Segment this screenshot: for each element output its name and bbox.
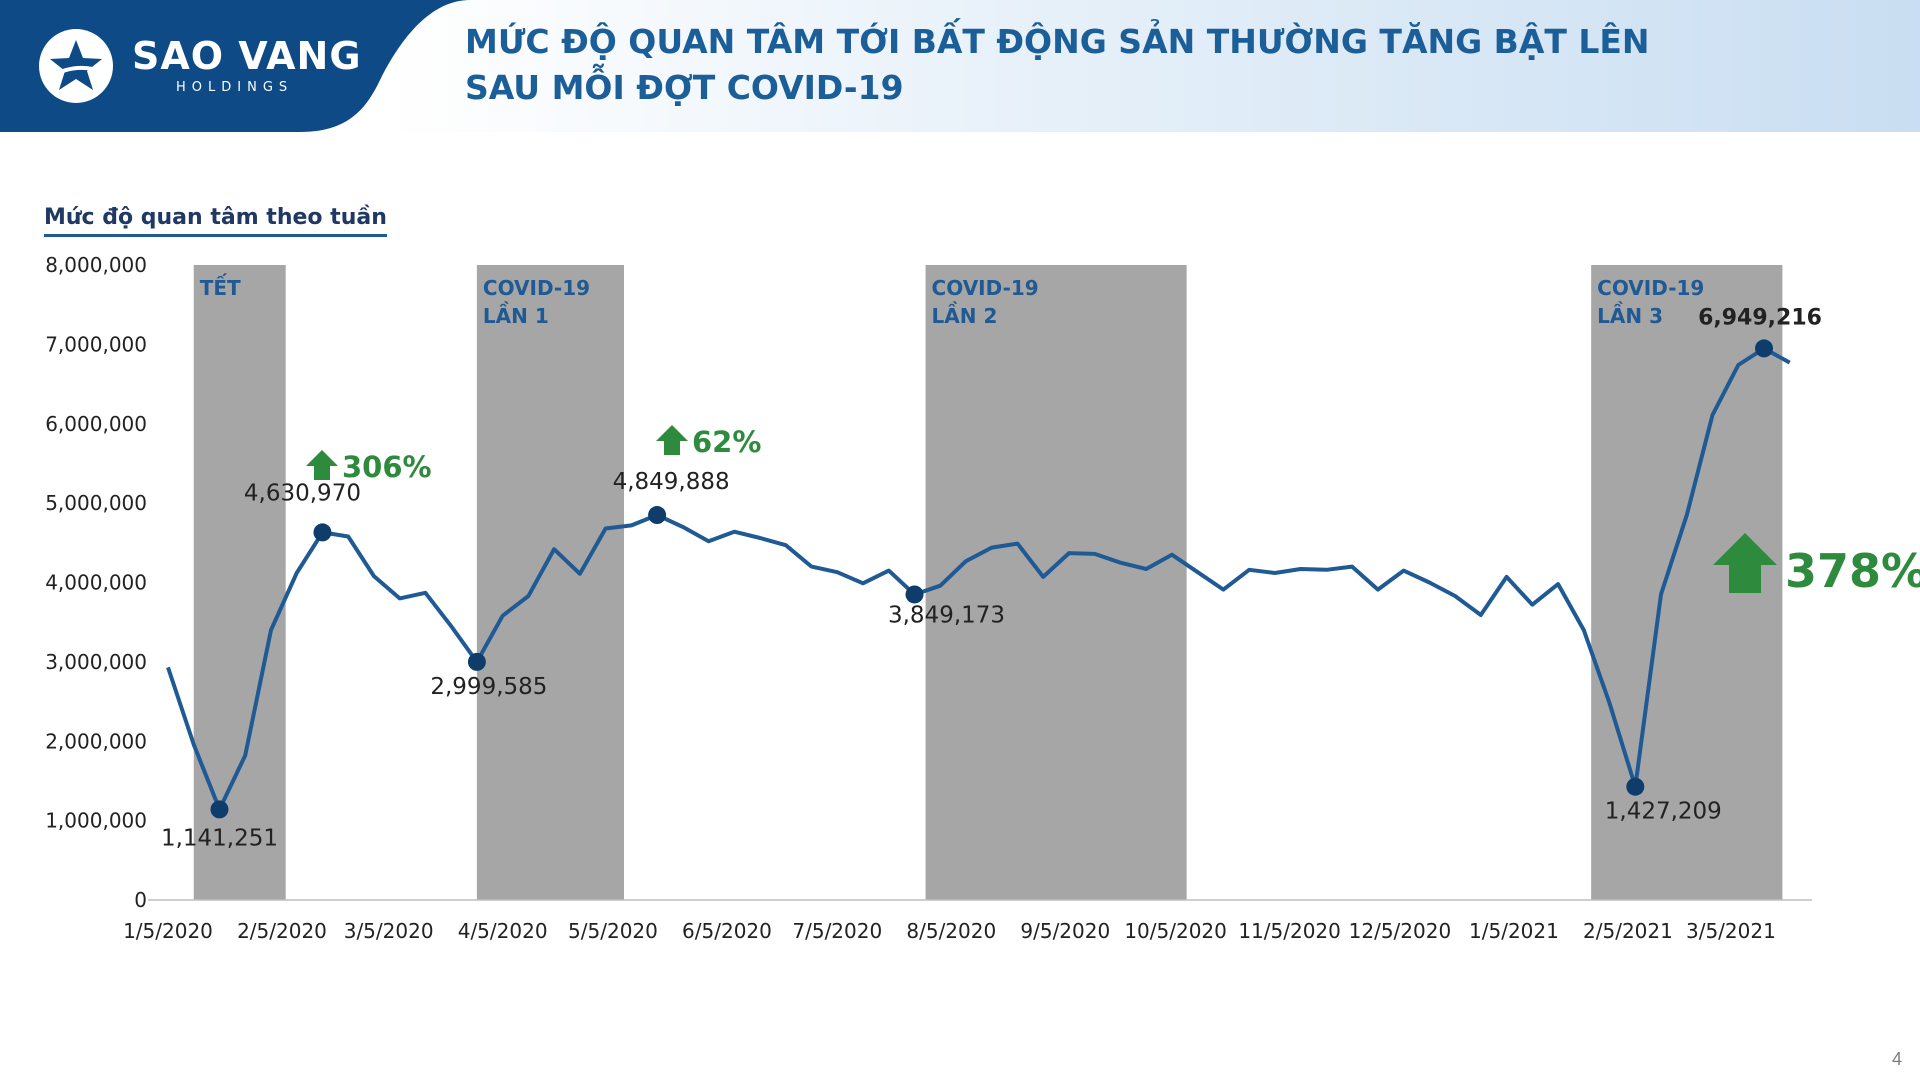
growth-label: 62%: [692, 425, 761, 459]
x-tick-label: 1/5/2021: [1469, 919, 1559, 943]
logo-name: SAO VANG: [132, 34, 362, 78]
shaded-period-2: [476, 265, 624, 900]
y-tick-label: 5,000,000: [45, 491, 147, 515]
growth-arrow-icon: [656, 425, 688, 455]
data-label: 2,999,585: [430, 674, 547, 700]
x-tick-label: 2/5/2021: [1583, 919, 1673, 943]
y-tick-label: 2,000,000: [45, 729, 147, 753]
data-point-marker: [905, 585, 924, 604]
growth-arrow-icon: [306, 450, 338, 480]
shaded-period-label-1: TẾT: [200, 274, 241, 300]
logo-background: [0, 0, 470, 132]
data-label: 1,141,251: [161, 825, 278, 851]
shaded-period-sublabel-2: LẦN 1: [483, 302, 549, 328]
x-tick-label: 4/5/2020: [458, 919, 548, 943]
x-tick-label: 10/5/2020: [1124, 919, 1227, 943]
data-point-marker: [648, 506, 667, 525]
x-tick-label: 6/5/2020: [682, 919, 772, 943]
page-number: 4: [1891, 1049, 1902, 1069]
data-point-marker: [313, 523, 332, 542]
series-line: [166, 346, 1791, 812]
x-tick-label: 9/5/2020: [1020, 919, 1110, 943]
data-label: 6,949,216: [1698, 305, 1822, 330]
x-tick-label: 1/5/2020: [123, 919, 213, 943]
y-tick-label: 6,000,000: [45, 412, 147, 436]
data-point-marker: [1755, 339, 1773, 358]
logo-area: [0, 0, 470, 132]
shaded-period-label-3: COVID-19: [932, 276, 1039, 300]
x-tick-label: 2/5/2020: [237, 919, 327, 943]
y-tick-label: 3,000,000: [45, 650, 147, 674]
x-tick-label: 8/5/2020: [906, 919, 996, 943]
data-point-marker: [1626, 777, 1645, 796]
chart-title: Mức độ quan tâm theo tuần: [44, 205, 387, 237]
x-tick-label: 12/5/2020: [1349, 919, 1452, 943]
y-tick-label: 8,000,000: [45, 253, 147, 277]
page-title-line-2: SAU MỖI ĐỢT COVID-19: [465, 68, 904, 107]
data-label: 4,849,888: [613, 469, 730, 495]
shaded-period-label-2: COVID-19: [483, 276, 590, 300]
shaded-period-1: [193, 265, 286, 900]
data-label: 3,849,173: [888, 602, 1005, 628]
x-tick-label: 3/5/2021: [1686, 919, 1776, 943]
y-tick-label: 4,000,000: [45, 571, 147, 595]
x-tick-label: 11/5/2020: [1238, 919, 1341, 943]
y-tick-label: 1,000,000: [45, 809, 147, 833]
x-tick-label: 7/5/2020: [792, 919, 882, 943]
data-label: 4,630,970: [244, 480, 361, 506]
growth-label: 378%: [1785, 544, 1920, 598]
data-point-marker: [210, 800, 229, 819]
logo-star-icon: [39, 29, 113, 103]
y-tick-label: 0: [134, 888, 147, 912]
shaded-period-label-4: COVID-19: [1597, 276, 1704, 300]
growth-arrow-icon: [1713, 533, 1777, 593]
x-tick-label: 3/5/2020: [344, 919, 434, 943]
data-label: 1,427,209: [1605, 799, 1722, 825]
shaded-period-sublabel-3: LẦN 2: [932, 302, 998, 328]
logo-subtitle: HOLDINGS: [176, 80, 294, 95]
x-tick-label: 5/5/2020: [568, 919, 658, 943]
shaded-period-3: [925, 265, 1187, 900]
data-point-marker: [467, 652, 486, 671]
shaded-period-sublabel-4: LẦN 3: [1597, 302, 1663, 328]
y-tick-label: 7,000,000: [45, 332, 147, 356]
page-title-line-1: MỨC ĐỘ QUAN TÂM TỚI BẤT ĐỘNG SẢN THƯỜNG …: [465, 22, 1650, 61]
growth-label: 306%: [342, 450, 432, 484]
